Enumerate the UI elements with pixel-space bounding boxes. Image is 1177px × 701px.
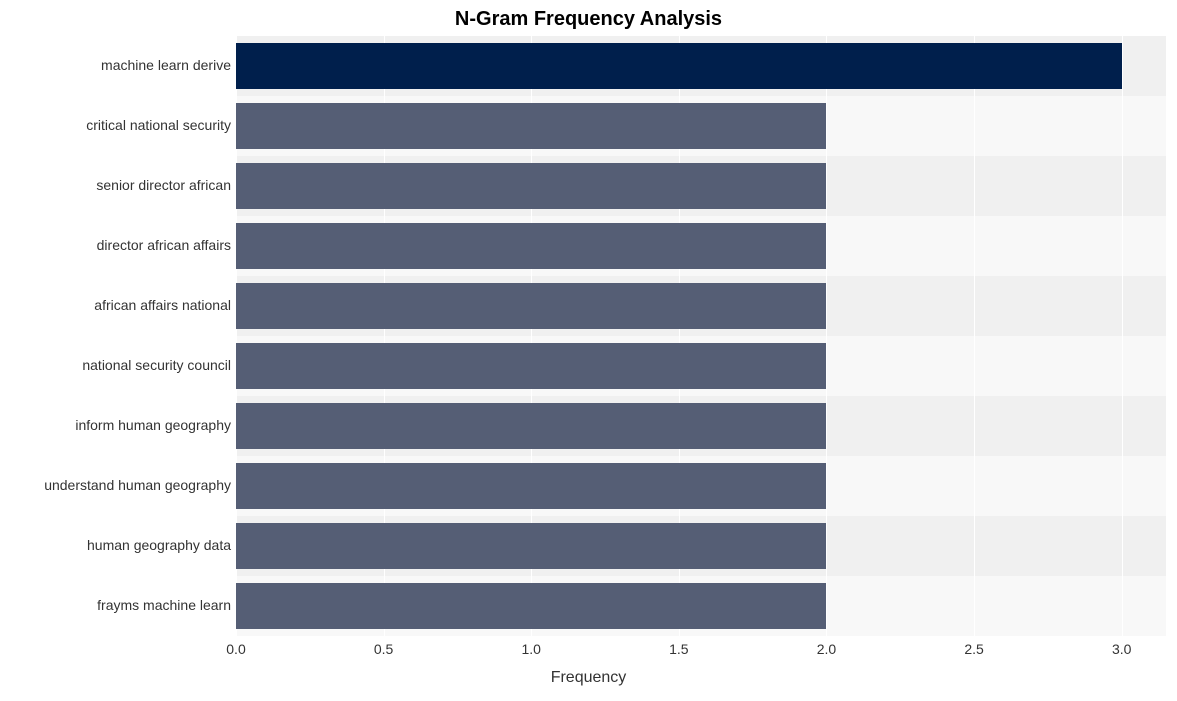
bar <box>236 283 826 329</box>
gridline <box>1122 36 1123 636</box>
y-tick-label: critical national security <box>86 117 231 133</box>
y-tick-label: human geography data <box>87 537 231 553</box>
gridline <box>974 36 975 636</box>
x-tick-label: 0.0 <box>226 641 245 657</box>
x-tick-label: 1.5 <box>669 641 688 657</box>
bar <box>236 43 1122 89</box>
y-tick-label: national security council <box>82 357 231 373</box>
bar <box>236 223 826 269</box>
y-tick-label: machine learn derive <box>101 57 231 73</box>
x-axis-label: Frequency <box>0 669 1177 687</box>
x-tick-label: 2.0 <box>817 641 836 657</box>
bar <box>236 463 826 509</box>
bar <box>236 583 826 629</box>
y-tick-label: director african affairs <box>97 237 231 253</box>
chart-container: N-Gram Frequency Analysis Frequency mach… <box>0 0 1177 701</box>
x-tick-label: 0.5 <box>374 641 393 657</box>
bar <box>236 343 826 389</box>
bar <box>236 163 826 209</box>
x-tick-label: 3.0 <box>1112 641 1131 657</box>
y-tick-label: understand human geography <box>44 477 231 493</box>
y-tick-label: frayms machine learn <box>97 597 231 613</box>
x-tick-label: 1.0 <box>522 641 541 657</box>
y-tick-label: senior director african <box>96 177 231 193</box>
y-tick-label: african affairs national <box>94 297 231 313</box>
bar <box>236 523 826 569</box>
gridline <box>826 36 827 636</box>
bar <box>236 103 826 149</box>
y-tick-label: inform human geography <box>75 417 231 433</box>
x-tick-label: 2.5 <box>964 641 983 657</box>
bar <box>236 403 826 449</box>
plot-area <box>236 36 1166 636</box>
chart-title: N-Gram Frequency Analysis <box>0 8 1177 31</box>
